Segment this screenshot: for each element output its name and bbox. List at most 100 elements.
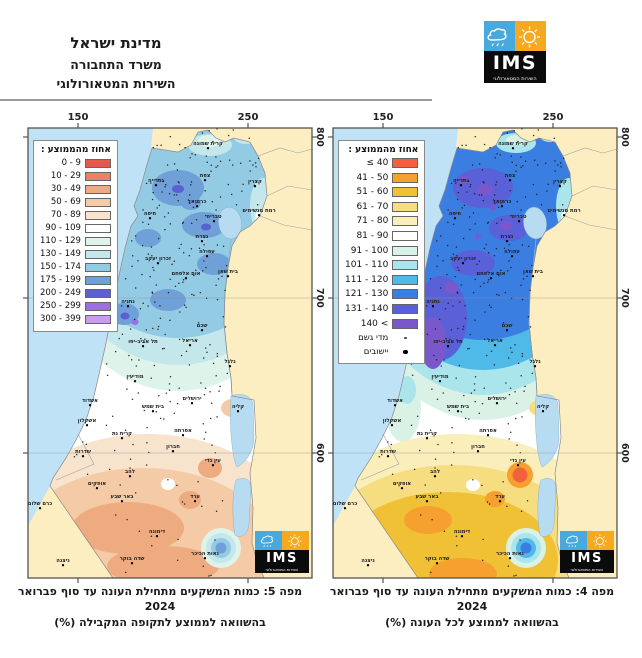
city-label: ירושלים [487,396,506,402]
legend-row: 50 - 69 [40,197,111,207]
sun-icon [587,531,614,550]
city-label: אום אלפחם [171,271,200,277]
settlement-dot [171,450,175,453]
settlement-dot [390,424,394,427]
city-label: שכם [502,323,513,329]
legend-label: 50 - 69 [50,197,81,207]
logo-squares [255,531,309,550]
city-label: שכם [197,323,208,329]
settlement-dot [511,147,515,150]
city-label: כרם שלום [333,501,357,507]
settlement-dot [212,220,216,223]
settlement-dot [120,500,124,503]
legend-row: 110 - 129 [40,236,111,246]
city-label: חברון [471,444,485,450]
legend-label: 30 - 49 [50,184,81,194]
city-label: אופקים [88,481,106,487]
city-label: כרם שלום [28,501,52,507]
legend-swatch [84,275,111,285]
legend-label: 81 - 90 [356,230,389,241]
city-label: נצרת [501,234,514,240]
rain-gauge-dots [73,128,260,577]
cloud-icon [255,531,282,550]
axis-label-top: 250 [237,112,259,123]
legend-label: 131 - 140 [345,303,389,314]
city-label: גלגל [529,359,541,365]
sun-icon [515,21,546,51]
city-label: תל אביב-יפו [433,339,463,345]
settlement-dot [193,500,197,503]
legend-swatch [84,288,111,298]
settlement-dot [195,205,199,208]
city-label: אשקלון [78,418,97,424]
axis-ticks [23,123,317,583]
legend-swatch [84,158,111,168]
settlement-dot [120,437,124,440]
legend-swatch [392,274,419,285]
settlement-dot [558,185,562,188]
city-label: שדרות [75,449,91,455]
map-5-legend: אחוז מהממוצע : 0 - 9 10 - 29 30 - 49 50 - 69… [33,140,118,332]
legend-row: 121 - 130 [345,289,419,300]
settlement-dot [453,217,457,220]
map-frame [332,127,618,579]
map-5-caption-line-2: בהשוואה לממוצע לתקופה המקבילה (%) [54,615,266,629]
settlement-dot [510,255,514,258]
city-label: באר שבע [416,494,439,500]
city-label: קרית גת [112,431,132,437]
map-5-caption-line-1: מפה 5: כמות המשקעים מתחילת העונה עד סוף … [17,585,303,614]
legend-label: 51 - 60 [356,187,389,198]
legend-label: 175 - 199 [40,275,81,285]
legend-label: 150 - 174 [40,262,81,272]
city-label: מודיעין [431,374,448,380]
city-label: נצרת [196,234,209,240]
legend-title: אחוז מהממוצע : [40,145,111,155]
axis-label-right: 800 [314,127,325,147]
legend-label: 70 - 89 [50,210,81,220]
legend-label: 0 - 9 [61,158,81,168]
city-label: ערד [495,494,505,500]
legend-row: ≤ 40 [345,158,419,168]
city-label: אריאל [487,338,503,344]
city-label: גלגל [224,359,236,365]
settlement-dot [81,455,85,458]
legend-label: 111 - 120 [345,274,389,285]
legend-row: 10 - 29 [40,171,111,181]
city-label: טבריה [206,214,222,220]
legend-swatch [392,260,419,271]
settlement-dot [433,475,437,478]
legend-label: 200 - 249 [40,288,81,298]
legend-row: 200 - 249 [40,288,111,298]
legend-swatch [84,197,111,207]
axis-label-right: 800 [619,127,630,147]
city-label: חברון [166,444,180,450]
city-label: אפרתה [479,428,497,434]
legend-label: 130 - 149 [40,249,81,259]
settlement-dot [562,214,566,217]
ims-logo-subtext: השירות המטאורולוגי [255,566,309,573]
settlement-dot [425,500,429,503]
legend-label: 71 - 80 [356,216,389,227]
settlement-dot [95,487,99,490]
title-line-1: מדינת ישראל [70,34,162,52]
settlement-dot [533,365,537,368]
legend-row: 0 - 9 [40,158,111,168]
legend-swatch [84,249,111,259]
legend-row: 140 < [345,318,419,329]
legend-label: 110 - 129 [40,236,81,246]
settlement-dot [253,185,257,188]
country-borders [55,147,313,481]
settlement-marker-icon [392,349,418,355]
settlement-dot [126,305,130,308]
legend-row: 175 - 199 [40,275,111,285]
settlement-dot [200,329,204,332]
legend-swatch [84,314,111,324]
map-frame [27,127,313,579]
title-line-2: משרד התחבורה [70,57,162,72]
city-label: נאות הכיכר [191,551,219,557]
legend-label: 300 - 399 [40,314,81,324]
legend-label: 140 < [360,318,389,329]
legend-swatch [392,303,419,314]
city-labels: קרית שמונה נהרייה צפת קצרין כרמיאל רמת מגשימי… [333,141,581,567]
map-4-caption-line-1: מפה 4: כמות המשקעים מתחילת העונה עד סוף … [329,585,615,614]
